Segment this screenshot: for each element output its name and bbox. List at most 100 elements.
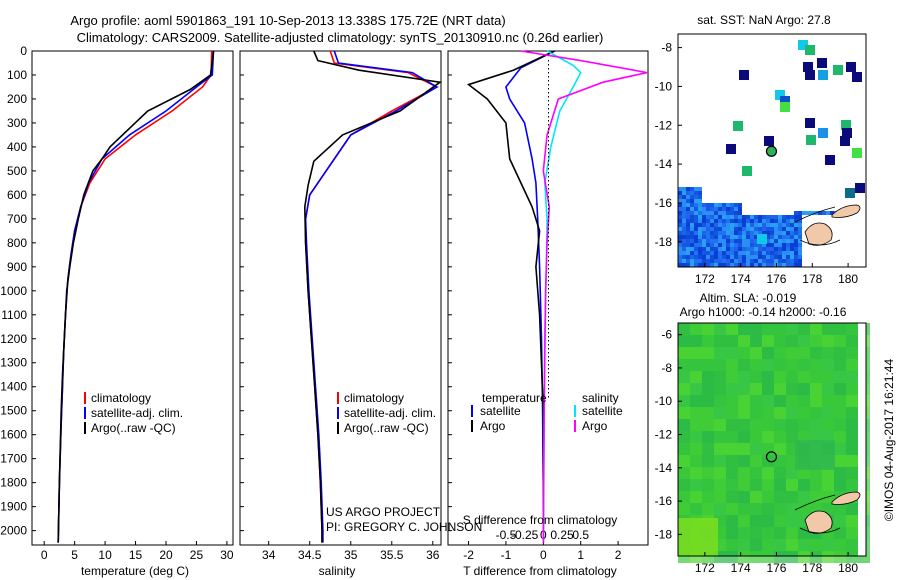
sst-pixel <box>714 255 718 259</box>
sla-pixel <box>750 455 762 467</box>
depth-tick-label: 1500 <box>0 404 27 418</box>
sla-pixel <box>846 503 858 515</box>
sst-pixel <box>690 235 694 239</box>
depth-tick-label: 0 <box>20 44 27 58</box>
sla-pixel <box>714 335 726 347</box>
depth-tick-label: 1300 <box>0 356 27 370</box>
argo-sst-square <box>840 136 850 146</box>
sst-pixel <box>686 215 690 219</box>
sla-low-patch <box>795 440 835 470</box>
salinity-profile-chart: 34 34.5 35 35.5 36 <box>262 50 443 562</box>
sst-pixel <box>718 231 722 235</box>
sst-pixel <box>682 211 686 215</box>
sst-pixel <box>686 207 690 211</box>
sla-pixel <box>822 407 834 419</box>
depth-tick-label: 1400 <box>0 380 27 394</box>
sst-pixel <box>702 255 706 259</box>
sst-pixel <box>726 203 730 207</box>
sst-pixel <box>698 219 702 223</box>
sst-pixel <box>738 259 742 263</box>
sst-pixel <box>758 243 762 247</box>
argo-sst-square <box>805 45 815 55</box>
sst-pixel <box>714 211 718 215</box>
sst-pixel <box>694 235 698 239</box>
x2-tick-label: 0.25 <box>550 528 574 542</box>
sst-pixel <box>694 247 698 251</box>
sst-pixel <box>698 191 702 195</box>
lat-tick-label: -8 <box>661 361 672 375</box>
sla-pixel <box>750 359 762 371</box>
sla-pixel <box>690 323 702 335</box>
sst-pixel <box>682 231 686 235</box>
series-line-satellite-adj-clim- <box>304 50 439 543</box>
sst-pixel <box>734 263 738 267</box>
sst-pixel <box>710 223 714 227</box>
sst-pixel <box>766 239 770 243</box>
sst-pixel <box>678 243 682 247</box>
lon-tick-label: 172 <box>695 561 715 575</box>
sst-pixel <box>710 231 714 235</box>
sla-pixel <box>714 383 726 395</box>
sla-pixel <box>726 443 738 455</box>
sst-pixel <box>726 223 730 227</box>
s-difference-axis-label: S difference from climatology <box>463 513 618 527</box>
sst-pixel <box>798 243 802 247</box>
sla-map: 172 174 176 178 180 -6 -8 -10 -12 -14 -16 -18 <box>655 323 870 575</box>
depth-tick-label: 100 <box>7 68 27 82</box>
sst-pixel <box>718 251 722 255</box>
sla-pixel <box>738 515 750 527</box>
sst-pixel <box>706 227 710 231</box>
sla-pixel <box>726 335 738 347</box>
sst-pixel <box>774 223 778 227</box>
sst-pixel <box>746 227 750 231</box>
sst-pixel <box>778 219 782 223</box>
sla-pixel <box>774 395 786 407</box>
sst-pixel <box>746 263 750 267</box>
legend-argo-label: Argo(..raw -QC) <box>91 421 176 435</box>
sst-pixel <box>758 219 762 223</box>
sla-pixel <box>774 527 786 539</box>
sla-pixel <box>702 323 714 335</box>
sst-pixel <box>734 227 738 231</box>
sla-pixel <box>714 347 726 359</box>
sst-pixel <box>734 215 738 219</box>
lon-tick-label: 180 <box>838 561 858 575</box>
sla-pixel <box>774 491 786 503</box>
sst-pixel <box>698 243 702 247</box>
sst-pixel <box>694 191 698 195</box>
sla-pixel <box>846 419 858 431</box>
sst-pixel <box>726 247 730 251</box>
sla-pixel <box>690 467 702 479</box>
argo-sst-square <box>742 166 752 176</box>
sst-pixel <box>730 211 734 215</box>
sla-pixel <box>750 419 762 431</box>
sst-pixel <box>690 219 694 223</box>
sla-pixel <box>726 359 738 371</box>
sst-pixel <box>694 263 698 267</box>
sst-pixel <box>766 215 770 219</box>
sla-pixel <box>774 335 786 347</box>
sla-pixel <box>738 395 750 407</box>
sla-high-patch <box>678 518 718 556</box>
lat-tick-label: -14 <box>655 461 673 475</box>
depth-tick-label: 1100 <box>1 308 27 322</box>
sla-pixel <box>702 407 714 419</box>
sla-pixel <box>750 551 762 563</box>
sla-pixel <box>774 323 786 335</box>
sla-pixel <box>810 335 822 347</box>
sst-pixel <box>706 203 710 207</box>
sst-pixel <box>754 227 758 231</box>
legend-satellite-label: satellite-adj. clim. <box>344 406 436 420</box>
sst-pixel <box>718 219 722 223</box>
sst-pixel <box>694 259 698 263</box>
argo-sst-square <box>780 96 790 106</box>
sst-pixel <box>746 243 750 247</box>
sla-pixel <box>726 479 738 491</box>
sla-pixel <box>774 443 786 455</box>
x-tick-label: 15 <box>129 548 143 562</box>
sst-pixel <box>782 251 786 255</box>
sst-pixel <box>722 243 726 247</box>
sla-pixel <box>678 419 690 431</box>
x-tick-label: 35.5 <box>380 548 404 562</box>
sla-pixel <box>714 503 726 515</box>
